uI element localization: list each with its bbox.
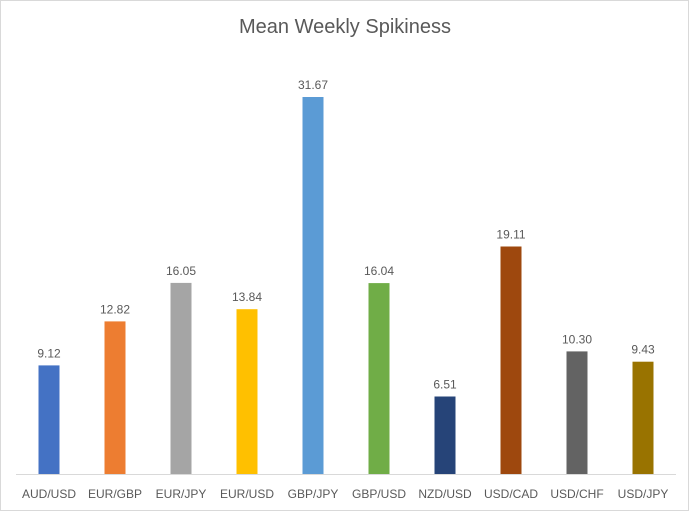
x-tick-label: AUD/USD <box>22 487 76 501</box>
x-tick-label: USD/JPY <box>618 487 669 501</box>
bar-gbp-jpy <box>302 97 324 474</box>
bar-usd-jpy <box>632 361 654 474</box>
data-label: 16.05 <box>166 264 196 278</box>
x-tick-label: EUR/USD <box>220 487 274 501</box>
data-label: 31.67 <box>298 78 328 92</box>
bars-group <box>38 97 654 474</box>
bar-eur-usd <box>236 309 258 474</box>
data-label: 10.30 <box>562 332 592 346</box>
x-tick-label: GBP/JPY <box>288 487 339 501</box>
bar-usd-cad <box>500 246 522 474</box>
x-tick-label: EUR/GBP <box>88 487 142 501</box>
bar-usd-chf <box>566 351 588 474</box>
data-label: 13.84 <box>232 290 262 304</box>
bar-aud-usd <box>38 365 60 474</box>
data-label: 12.82 <box>100 302 130 316</box>
chart-title: Mean Weekly Spikiness <box>239 16 451 38</box>
data-label: 16.04 <box>364 264 394 278</box>
bar-eur-gbp <box>104 321 126 474</box>
x-tick-label: EUR/JPY <box>156 487 207 501</box>
x-tick-label: NZD/USD <box>418 487 472 501</box>
bar-gbp-usd <box>368 283 390 474</box>
bar-eur-jpy <box>170 282 192 474</box>
data-label: 19.11 <box>496 228 525 242</box>
x-tick-label: GBP/USD <box>352 487 406 501</box>
x-tick-label: USD/CHF <box>550 487 603 501</box>
data-label: 9.43 <box>631 343 655 357</box>
x-tick-label: USD/CAD <box>484 487 538 501</box>
data-label: 9.12 <box>37 346 61 360</box>
bar-nzd-usd <box>434 396 456 474</box>
data-label: 6.51 <box>433 378 457 392</box>
data-labels-group: 9.12 12.82 16.05 13.84 31.67 16.04 6.51 19.11 10… <box>37 78 655 392</box>
x-tick-labels-group: AUD/USD EUR/GBP EUR/JPY EUR/USD GBP/JPY GBP/U… <box>22 487 668 501</box>
